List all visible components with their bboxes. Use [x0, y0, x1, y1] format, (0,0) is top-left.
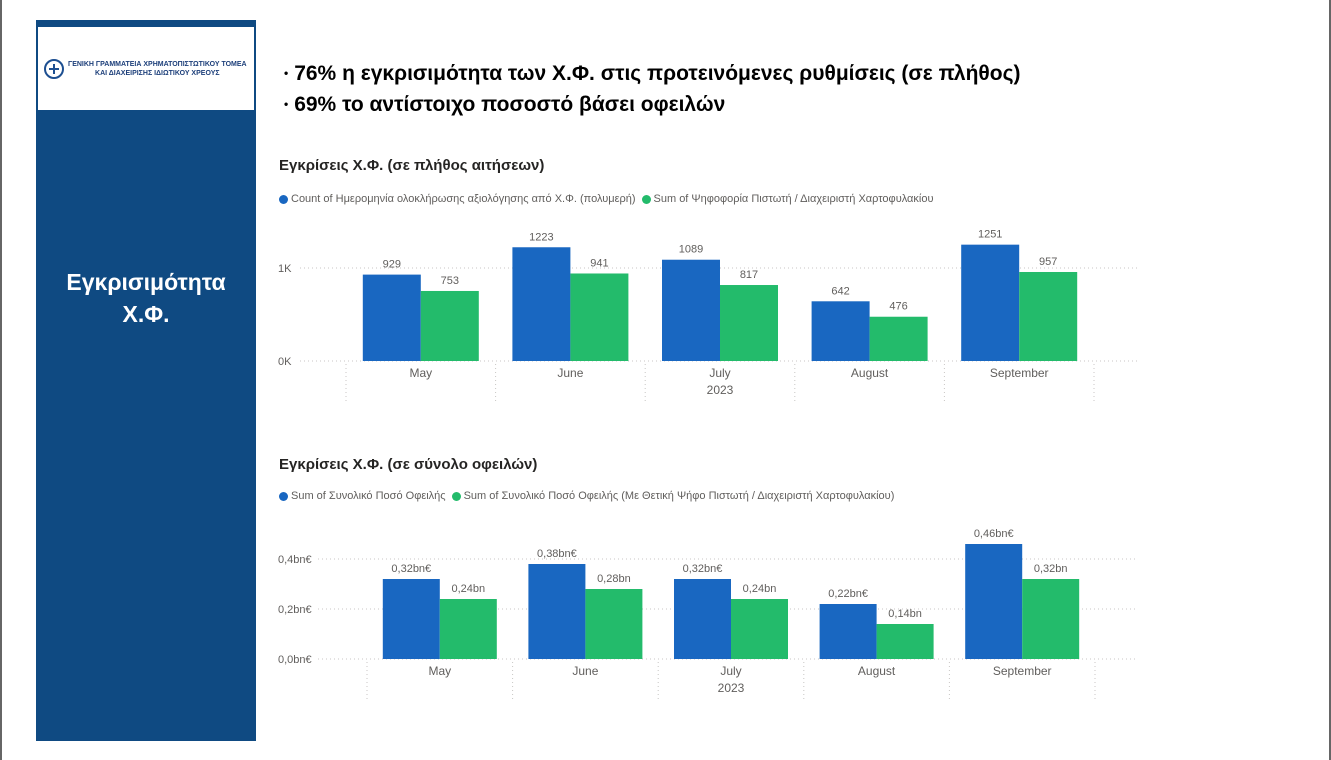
data-label: 0,24bn [451, 583, 485, 595]
data-label: 929 [383, 259, 401, 271]
bar [585, 589, 643, 659]
logo-line-1: ΓΕΝΙΚΗ ΓΡΑΜΜΑΤΕΙΑ ΧΡΗΜΑΤΟΠΙΣΤΩΤΙΚΟΥ ΤΟΜΕ… [68, 60, 247, 68]
bar [420, 290, 479, 361]
y-tick-label: 0K [278, 356, 292, 368]
x-tick-label: September [990, 366, 1049, 380]
key-findings: • 76% η εγκρισιμότητα των Χ.Φ. στις προτε… [284, 58, 1021, 120]
data-label: 1251 [978, 229, 1002, 241]
legend-swatch [279, 194, 288, 204]
sidebar-panel [36, 20, 256, 741]
x-tick-label: May [428, 664, 451, 678]
bar [876, 624, 934, 659]
logo: ΓΕΝΙΚΗ ΓΡΑΜΜΑΤΕΙΑ ΧΡΗΜΑΤΟΠΙΣΤΩΤΙΚΟΥ ΤΟΜΕ… [38, 27, 254, 110]
x-tick-label: August [851, 366, 889, 380]
data-label: 476 [889, 301, 907, 313]
legend-swatch [279, 491, 288, 501]
data-label: 0,46bn€ [974, 528, 1014, 540]
finding-text: 69% το αντίστοιχο ποσοστό βάσει οφειλών [294, 93, 726, 116]
x-tick-label: June [557, 366, 583, 380]
finding-item: • 69% το αντίστοιχο ποσοστό βάσει οφειλών [284, 89, 1021, 120]
logo-line-2: ΚΑΙ ΔΙΑΧΕΙΡΙΣΗΣ ΙΔΙΩΤΙΚΟΥ ΧΡΕΟΥΣ [95, 69, 220, 77]
data-label: 0,32bn€ [391, 563, 431, 575]
data-label: 0,32bn [1034, 563, 1068, 575]
y-tick-label: 0,0bn€ [278, 654, 312, 666]
y-tick-label: 0,4bn€ [278, 554, 312, 566]
chart-1-legend: Count of Ημερομηνία ολοκλήρωσης αξιολόγη… [279, 193, 939, 205]
x-group-label: 2023 [718, 681, 745, 695]
legend-item[interactable]: Count of Ημερομηνία ολοκλήρωσης αξιολόγη… [279, 193, 636, 205]
chart-1-title: Εγκρίσεις Χ.Φ. (σε πλήθος αιτήσεων) [279, 157, 545, 174]
data-label: 0,22bn€ [828, 588, 868, 600]
chart-2-legend: Sum of Συνολικό Ποσό Οφειλής Sum of Συνο… [279, 490, 900, 502]
bar [1019, 271, 1078, 361]
bar [819, 604, 877, 659]
sidebar-title-line-1: Εγκρισιμότητα [66, 269, 226, 295]
bar [961, 244, 1020, 361]
legend-label: Sum of Συνολικό Ποσό Οφειλής [291, 490, 446, 502]
sidebar-title: Εγκρισιμότητα Χ.Φ. [36, 266, 256, 330]
bar [731, 599, 788, 659]
bar [1022, 579, 1080, 659]
legend-label: Sum of Συνολικό Ποσό Οφειλής (Με Θετική … [463, 490, 895, 502]
legend-swatch [641, 194, 651, 204]
legend-item[interactable]: Sum of Ψηφοφορία Πιστωτή / Διαχειριστή Χ… [641, 193, 934, 205]
finding-text: 76% η εγκρισιμότητα των Χ.Φ. στις προτει… [294, 62, 1021, 85]
x-tick-label: September [993, 664, 1052, 678]
x-tick-label: June [572, 664, 598, 678]
legend-swatch [451, 491, 461, 501]
legend-item[interactable]: Sum of Συνολικό Ποσό Οφειλής (Με Θετική … [451, 490, 895, 502]
data-label: 0,28bn [597, 573, 631, 585]
bar [811, 301, 870, 361]
data-label: 957 [1039, 256, 1057, 268]
bar [439, 599, 497, 659]
x-tick-label: May [409, 366, 432, 380]
bar [362, 274, 421, 361]
y-tick-label: 1K [278, 263, 292, 275]
data-label: 642 [831, 285, 849, 297]
data-label: 0,24bn [743, 583, 777, 595]
bar [528, 564, 586, 659]
data-label: 1223 [529, 231, 553, 243]
data-label: 941 [590, 257, 608, 269]
bar [382, 579, 440, 659]
data-label: 0,38bn€ [537, 548, 577, 560]
data-label: 753 [441, 275, 459, 287]
legend-label: Count of Ημερομηνία ολοκλήρωσης αξιολόγη… [291, 193, 636, 205]
data-label: 1089 [679, 244, 703, 256]
bar [869, 316, 928, 361]
bar [965, 544, 1023, 659]
legend-item[interactable]: Sum of Συνολικό Ποσό Οφειλής [279, 490, 446, 502]
emblem-icon [44, 58, 64, 79]
bar [662, 259, 720, 361]
bar [570, 273, 629, 361]
data-label: 817 [740, 269, 758, 281]
finding-item: • 76% η εγκρισιμότητα των Χ.Φ. στις προτε… [284, 58, 1021, 89]
bar [720, 285, 778, 361]
logo-text: ΓΕΝΙΚΗ ΓΡΑΜΜΑΤΕΙΑ ΧΡΗΜΑΤΟΠΙΣΤΩΤΙΚΟΥ ΤΟΜΕ… [68, 60, 247, 78]
chart-2-title: Εγκρίσεις Χ.Φ. (σε σύνολο οφειλών) [279, 456, 538, 473]
bar [512, 247, 571, 361]
bar [674, 579, 731, 659]
legend-label: Sum of Ψηφοφορία Πιστωτή / Διαχειριστή Χ… [653, 193, 934, 205]
y-tick-label: 0,2bn€ [278, 604, 312, 616]
x-tick-label: July [720, 664, 741, 678]
data-label: 0,14bn [888, 608, 922, 620]
sidebar-title-line-2: Χ.Φ. [122, 301, 170, 327]
x-tick-label: July [709, 366, 730, 380]
x-group-label: 2023 [707, 383, 734, 397]
x-tick-label: August [858, 664, 896, 678]
data-label: 0,32bn€ [683, 563, 723, 575]
